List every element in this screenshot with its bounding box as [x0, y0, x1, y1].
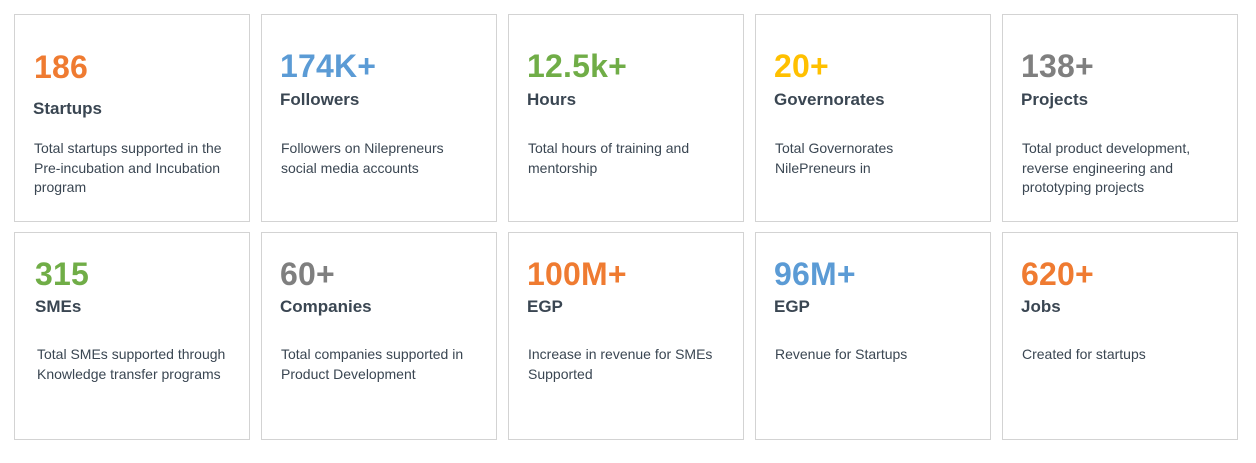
stat-description: Total product development, reverse engin…: [1022, 140, 1191, 195]
stat-card-smes: 315 SMEs Total SMEs supported through Kn…: [14, 232, 250, 440]
stat-card-hours: 12.5k+ Hours Total hours of training and…: [508, 14, 744, 222]
stat-label: Hours: [527, 90, 577, 109]
stat-description: Increase in revenue for SMEs Supported: [528, 346, 713, 382]
stat-label: EGP: [774, 297, 810, 316]
stat-value: 620+: [1021, 256, 1094, 292]
stat-card-companies: 60+ Companies Total companies supported …: [261, 232, 497, 440]
stat-label: Projects: [1021, 90, 1089, 109]
stat-value: 138+: [1021, 48, 1094, 84]
stat-description: Revenue for Startups: [775, 346, 908, 362]
stats-grid: 186 Startups Total startups supported in…: [14, 14, 1238, 440]
stat-card-governorates: 20+ Governorates Total Governorates Nile…: [755, 14, 991, 222]
stat-value: 186: [34, 49, 88, 85]
stat-label: Governorates: [774, 90, 885, 109]
stat-card-projects: 138+ Projects Total product development,…: [1002, 14, 1238, 222]
stat-value: 96M+: [774, 256, 856, 292]
stat-label: EGP: [527, 297, 563, 316]
stat-label: Startups: [33, 99, 102, 118]
stat-card-startups: 186 Startups Total startups supported in…: [14, 14, 250, 222]
stat-card-followers: 174K+ Followers Followers on Nilepreneur…: [261, 14, 497, 222]
stat-description: Total Governorates NilePreneurs in: [775, 140, 894, 176]
stat-label: Jobs: [1021, 297, 1061, 316]
stat-value: 20+: [774, 48, 829, 84]
stat-description: Created for startups: [1022, 346, 1146, 362]
stat-card-startup-revenue: 96M+ EGP Revenue for Startups: [755, 232, 991, 440]
stat-card-sme-revenue: 100M+ EGP Increase in revenue for SMEs S…: [508, 232, 744, 440]
stat-description: Total companies supported in Product Dev…: [281, 346, 464, 382]
stat-description: Total hours of training and mentorship: [528, 140, 690, 176]
stat-value: 60+: [280, 256, 335, 292]
stat-value: 315: [35, 256, 89, 292]
stat-description: Total SMEs supported through Knowledge t…: [37, 346, 226, 382]
stat-value: 100M+: [527, 256, 627, 292]
stat-label: Companies: [280, 297, 372, 316]
stat-card-jobs: 620+ Jobs Created for startups: [1002, 232, 1238, 440]
stat-label: SMEs: [35, 297, 82, 316]
stat-description: Followers on Nilepreneurs social media a…: [281, 140, 444, 176]
stat-label: Followers: [280, 90, 360, 109]
stat-description: Total startups supported in the Pre-incu…: [34, 140, 222, 195]
stat-value: 12.5k+: [527, 48, 627, 84]
stat-value: 174K+: [280, 48, 377, 84]
